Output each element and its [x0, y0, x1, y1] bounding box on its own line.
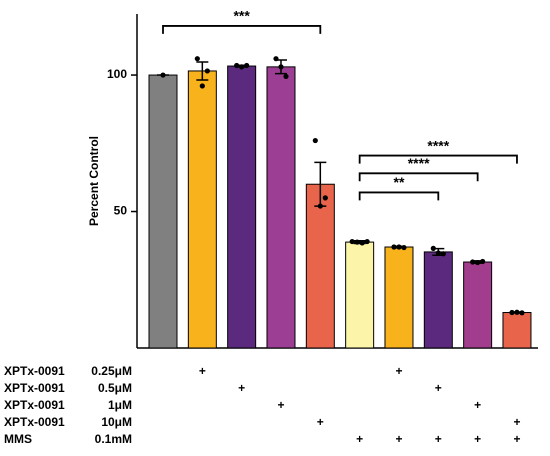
treatment-name: MMS: [4, 432, 32, 446]
data-point: [317, 203, 323, 209]
data-point: [312, 137, 318, 144]
significance-label: ***: [233, 8, 250, 24]
bar: [423, 251, 453, 349]
bar: [305, 183, 335, 349]
data-point: [278, 64, 284, 70]
data-point: [480, 258, 486, 265]
significance-label: ****: [408, 155, 430, 171]
data-point: [440, 251, 446, 257]
bar: [187, 70, 217, 349]
data-point: [509, 309, 515, 316]
bar: [148, 74, 178, 349]
bar: [384, 246, 414, 349]
significance-bracket: [358, 191, 440, 201]
data-point: [204, 68, 210, 74]
data-point: [239, 64, 245, 70]
data-point: [396, 244, 402, 250]
treatment-mark: +: [435, 432, 442, 446]
treatment-mark: +: [435, 381, 442, 395]
data-point: [359, 240, 365, 246]
treatment-name: XPTx-0091: [4, 415, 65, 429]
treatment-mark: +: [513, 432, 520, 446]
data-point: [194, 56, 200, 62]
significance-label: ****: [427, 137, 449, 153]
data-point: [354, 239, 360, 245]
bar: [227, 65, 257, 349]
data-point: [430, 245, 436, 251]
data-point: [475, 259, 481, 266]
error-bar: [196, 61, 209, 81]
treatment-mark: +: [317, 415, 324, 429]
treatment-name: XPTx-0091: [4, 381, 65, 395]
y-tick-label: 100: [107, 67, 127, 81]
bar: [266, 66, 296, 349]
significance-label: **: [394, 174, 405, 190]
treatment-mark: +: [513, 415, 520, 429]
treatment-dose: 0.5μM: [98, 381, 132, 395]
data-point: [349, 238, 355, 245]
treatment-mark: +: [356, 432, 363, 446]
y-axis-label: Percent Control: [87, 136, 101, 226]
treatment-mark: +: [199, 364, 206, 378]
data-point: [322, 195, 328, 201]
data-point: [435, 250, 441, 256]
treatment-mark: +: [474, 432, 481, 446]
treatment-name: XPTx-0091: [4, 364, 65, 378]
data-point: [244, 62, 250, 69]
bar: [463, 261, 493, 349]
data-point: [519, 310, 525, 316]
data-point: [160, 72, 166, 78]
bar: [502, 312, 532, 349]
data-point: [283, 73, 289, 80]
treatment-mark: +: [238, 381, 245, 395]
data-point: [364, 238, 370, 245]
data-point: [391, 244, 397, 250]
data-point: [470, 259, 476, 265]
treatment-mark: +: [395, 432, 402, 446]
data-point: [514, 309, 520, 315]
treatment-dose: 0.1mM: [95, 432, 132, 446]
treatment-mark: +: [277, 398, 284, 412]
significance-bracket: [358, 172, 479, 182]
treatment-dose: 0.25μM: [91, 364, 132, 378]
significance-bracket: [358, 154, 518, 164]
data-point: [199, 83, 205, 89]
y-tick-label: 50: [114, 204, 128, 218]
treatment-dose: 1μM: [108, 398, 132, 412]
data-point: [273, 56, 279, 62]
significance-bracket: [162, 25, 322, 34]
data-point: [234, 62, 240, 69]
treatment-mark: +: [395, 364, 402, 378]
bar: [345, 241, 375, 349]
data-point: [401, 244, 407, 251]
treatment-dose: 10μM: [101, 415, 132, 429]
treatment-name: XPTx-0091: [4, 398, 65, 412]
treatment-mark: +: [474, 398, 481, 412]
